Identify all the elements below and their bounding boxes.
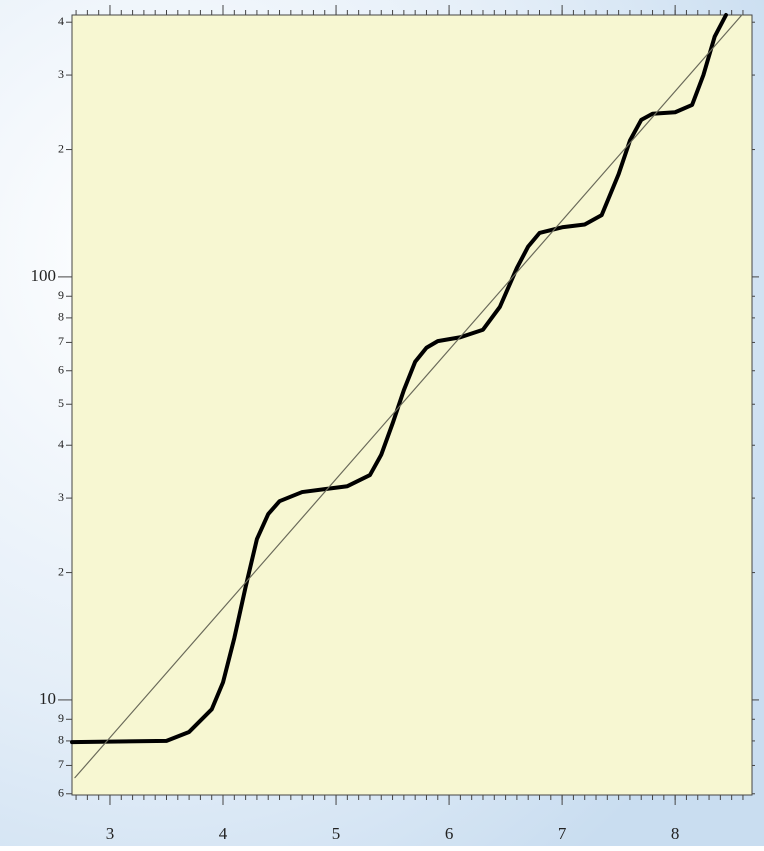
y-tick-label: 9	[58, 711, 64, 725]
y-tick-label: 2	[58, 141, 64, 155]
y-tick-label: 7	[58, 334, 64, 348]
y-tick-label: 6	[58, 362, 64, 376]
y-tick-label: 8	[58, 310, 64, 324]
y-tick-label: 10	[39, 689, 56, 708]
y-tick-label: 4	[58, 437, 64, 451]
curve	[70, 13, 729, 745]
x-tick-label: 5	[332, 824, 341, 843]
y-tick-label: 8	[58, 733, 64, 747]
x-tick-label: 3	[106, 824, 115, 843]
reference-line	[74, 14, 743, 779]
y-tick-label: 9	[58, 288, 64, 302]
y-tick-label: 7	[58, 757, 64, 771]
y-tick-label: 3	[58, 490, 64, 504]
y-tick-label: 3	[58, 67, 64, 81]
plot-area	[71, 14, 753, 796]
y-tick-label: 2	[58, 564, 64, 578]
y-tick-label: 5	[58, 396, 64, 410]
x-tick-label: 8	[671, 824, 680, 843]
x-tick-label: 7	[558, 824, 567, 843]
x-tick-label: 6	[445, 824, 454, 843]
y-tick-label: 4	[58, 14, 64, 28]
x-tick-label: 4	[219, 824, 228, 843]
y-tick-label: 100	[31, 266, 57, 285]
y-tick-label: 6	[58, 786, 64, 800]
